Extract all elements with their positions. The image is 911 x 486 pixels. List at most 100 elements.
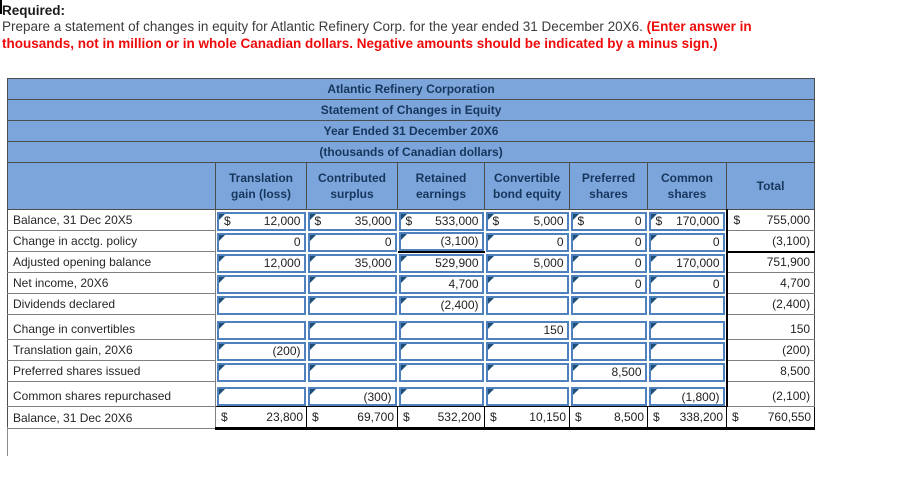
- amount-cell: [307, 273, 398, 294]
- amount-value: (1,800): [681, 389, 720, 404]
- amount-input[interactable]: $12,000: [217, 211, 306, 231]
- column-header: Retained earnings: [397, 162, 485, 210]
- row-total-cell: (3,100): [725, 230, 816, 253]
- amount-input[interactable]: [648, 295, 725, 315]
- comment-marker-icon: [572, 213, 579, 220]
- amount-cell: 4,700: [398, 273, 485, 294]
- amount-input[interactable]: (3,100): [398, 231, 484, 251]
- amount-cell: [485, 382, 570, 407]
- table-row: Change in convertibles 150 150: [7, 314, 816, 340]
- amount-cell: 0: [648, 273, 727, 294]
- amount-input[interactable]: [398, 320, 484, 340]
- amount-input[interactable]: $533,000: [398, 211, 484, 231]
- amount-cell: [307, 340, 398, 361]
- comment-marker-icon: [309, 297, 316, 304]
- amount-input[interactable]: 0: [217, 232, 306, 252]
- amount-input[interactable]: [648, 320, 725, 340]
- total-value: 150: [790, 322, 811, 336]
- comment-marker-icon: [572, 255, 579, 262]
- amount-input[interactable]: [485, 341, 569, 361]
- amount-input[interactable]: [307, 320, 397, 340]
- comment-marker-icon: [572, 234, 579, 241]
- amount-cell: (200): [216, 340, 307, 361]
- amount-input[interactable]: 170,000: [648, 253, 725, 273]
- amount-input[interactable]: (2,400): [398, 295, 484, 315]
- amount-cell: 12,000: [216, 252, 307, 273]
- total-value: 4,700: [780, 276, 811, 290]
- amount-input[interactable]: $0: [570, 211, 647, 231]
- amount-input[interactable]: [570, 341, 647, 361]
- total-value: 755,000: [766, 213, 811, 227]
- amount-input[interactable]: 0: [485, 232, 569, 252]
- amount-cell: [570, 294, 648, 315]
- amount-input[interactable]: [398, 362, 484, 382]
- amount-input[interactable]: 529,900: [398, 253, 484, 273]
- amount-input[interactable]: [485, 362, 569, 382]
- amount-input[interactable]: [570, 295, 647, 315]
- table-row: Translation gain, 20X6 (200) (200): [7, 339, 816, 361]
- amount-input[interactable]: [485, 387, 569, 406]
- amount-input[interactable]: [217, 320, 306, 340]
- total-value: (2,100): [772, 389, 811, 403]
- amount-input[interactable]: [307, 274, 397, 294]
- row-label: Change in acctg. policy: [7, 230, 216, 252]
- table-row: Common shares repurchased (300) (1,800) (2,…: [7, 381, 816, 407]
- amount-input[interactable]: 0: [307, 232, 397, 252]
- amount-value: 532,200: [437, 410, 481, 424]
- amount-input[interactable]: [485, 274, 569, 294]
- amount-input[interactable]: $35,000: [307, 211, 397, 231]
- amount-input[interactable]: [217, 387, 306, 406]
- amount-input[interactable]: (200): [217, 341, 306, 361]
- amount-input[interactable]: 0: [570, 232, 647, 252]
- column-header: Translation gain (loss): [215, 162, 307, 210]
- amount-input[interactable]: 5,000: [485, 253, 569, 273]
- amount-cell: 0: [570, 252, 648, 273]
- comment-marker-icon: [219, 364, 225, 371]
- comment-marker-icon: [650, 389, 657, 395]
- amount-input[interactable]: (300): [307, 387, 397, 406]
- amount-value: 5,000: [533, 256, 564, 270]
- amount-cell: [216, 361, 307, 382]
- amount-input[interactable]: 0: [570, 274, 647, 294]
- row-label: Dividends declared: [7, 293, 216, 315]
- amount-input[interactable]: [307, 295, 397, 315]
- amount-input[interactable]: 0: [570, 253, 647, 273]
- amount-input[interactable]: $5,000: [485, 211, 569, 231]
- column-header: Common shares: [647, 162, 727, 210]
- amount-input[interactable]: [307, 362, 397, 382]
- amount-input[interactable]: [648, 362, 725, 382]
- table-row: Change in acctg. policy 0 0 (3,100) 0 0 0 (3,10…: [7, 230, 816, 253]
- currency-symbol: $: [653, 410, 660, 424]
- amount-input[interactable]: (1,800): [648, 387, 725, 406]
- row-label: Translation gain, 20X6: [7, 339, 216, 361]
- amount-input[interactable]: [485, 295, 569, 315]
- amount-input[interactable]: [217, 362, 306, 382]
- amount-input[interactable]: 0: [648, 232, 725, 252]
- amount-cell: (300): [307, 382, 398, 407]
- comment-marker-icon: [400, 297, 407, 304]
- comment-marker-icon: [219, 255, 225, 262]
- amount-input[interactable]: 0: [648, 274, 725, 294]
- amount-input[interactable]: [398, 387, 484, 406]
- table-title: Year Ended 31 December 20X6: [6, 120, 816, 142]
- amount-input[interactable]: [217, 295, 306, 315]
- amount-cell: 0: [216, 231, 307, 252]
- amount-input[interactable]: [217, 274, 306, 294]
- amount-input[interactable]: 8,500: [570, 362, 647, 382]
- amount-input[interactable]: [648, 341, 725, 361]
- amount-input[interactable]: [570, 387, 647, 406]
- amount-input[interactable]: 4,700: [398, 274, 484, 294]
- amount-input[interactable]: 12,000: [217, 253, 306, 273]
- comment-marker-icon: [650, 234, 657, 241]
- amount-input[interactable]: 35,000: [307, 253, 397, 273]
- amount-cell: [398, 315, 485, 340]
- amount-input[interactable]: 150: [485, 320, 569, 340]
- amount-input[interactable]: $170,000: [648, 211, 725, 231]
- total-value: 751,900: [766, 255, 811, 270]
- comment-marker-icon: [572, 322, 579, 329]
- amount-input[interactable]: [570, 320, 647, 340]
- amount-input[interactable]: [398, 341, 484, 361]
- amount-input[interactable]: [307, 341, 397, 361]
- amount-cell: 5,000: [485, 252, 570, 273]
- column-header: Contributed surplus: [306, 162, 398, 210]
